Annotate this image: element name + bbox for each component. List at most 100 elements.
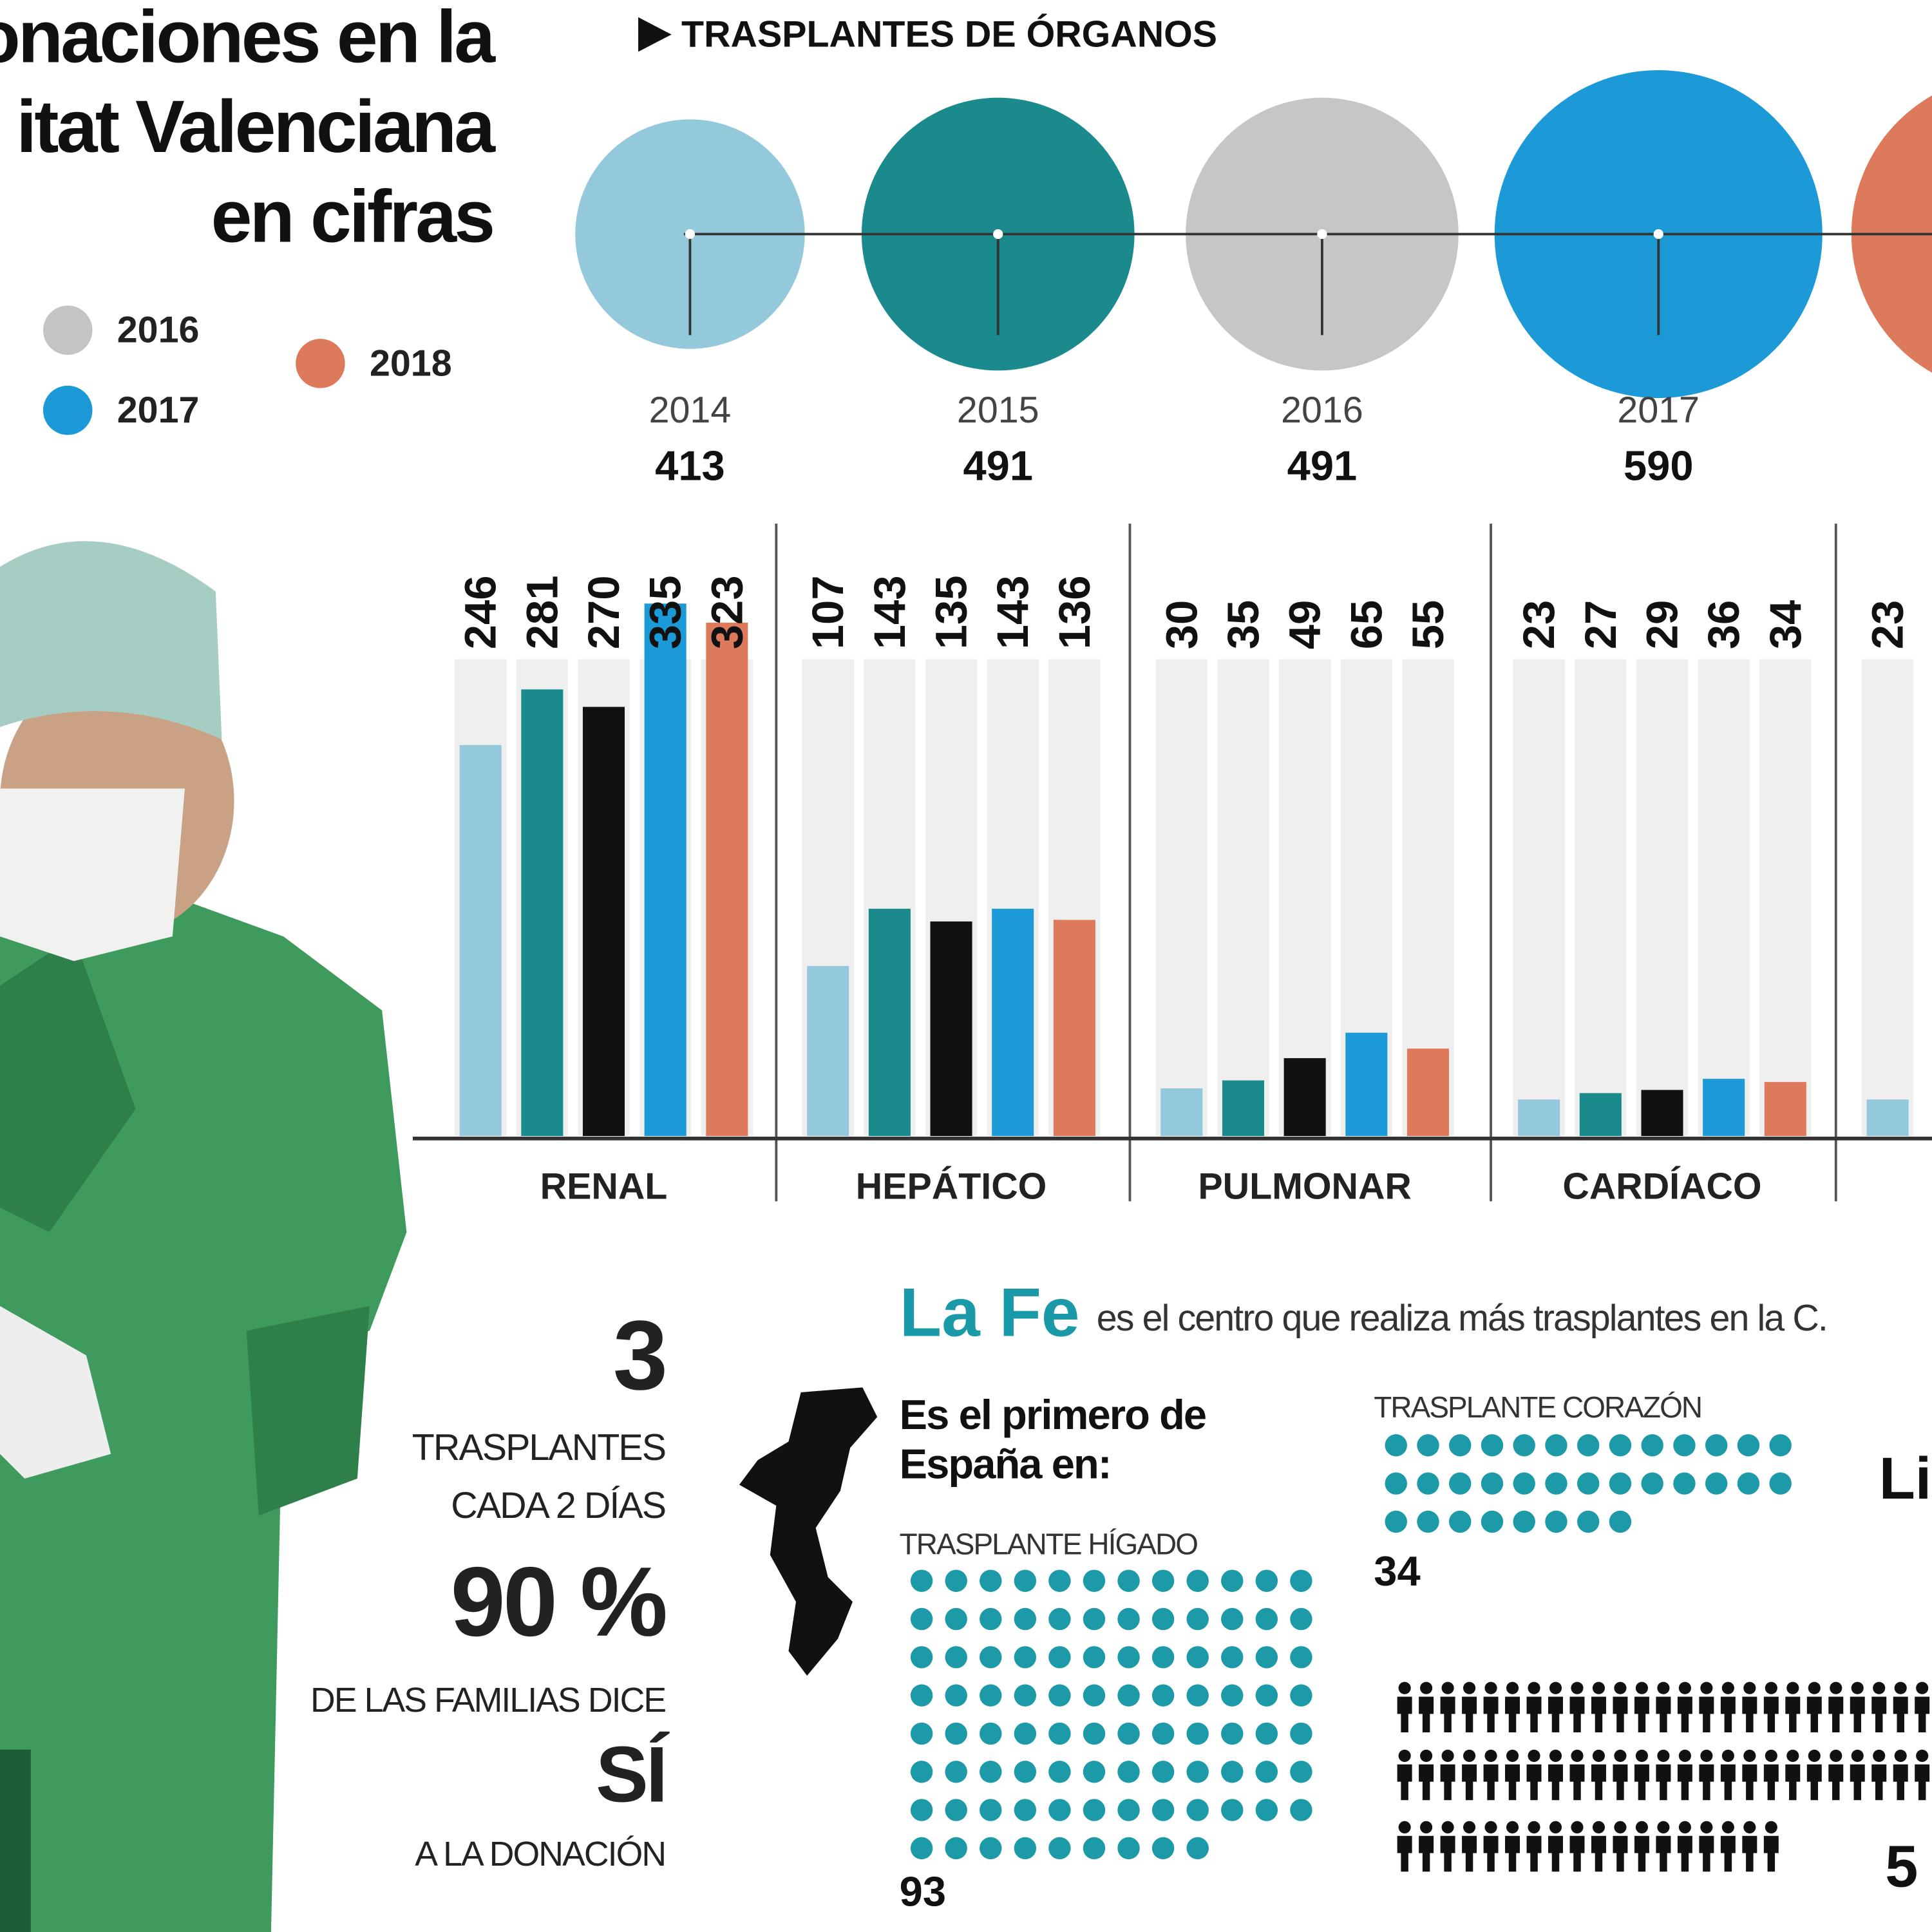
count-dot bbox=[1151, 1569, 1175, 1592]
count-dot bbox=[945, 1569, 967, 1592]
person-body bbox=[1634, 1835, 1649, 1872]
bar-value-label: 143 bbox=[988, 575, 1037, 649]
bar bbox=[1579, 1093, 1622, 1137]
count-dot bbox=[1609, 1510, 1632, 1533]
person-icon bbox=[1569, 1821, 1585, 1872]
count-dot bbox=[1737, 1472, 1760, 1495]
category-label: HEPÁTICO bbox=[856, 1166, 1046, 1207]
bar bbox=[1283, 1058, 1326, 1137]
count-dot bbox=[945, 1607, 967, 1631]
category-label: RENAL bbox=[540, 1166, 668, 1207]
person-icon bbox=[1548, 1821, 1563, 1872]
person-body bbox=[1785, 1696, 1801, 1733]
legend-label: 2016 bbox=[117, 310, 200, 351]
count-dot bbox=[1186, 1837, 1209, 1860]
bar-value-label: 34 bbox=[1761, 600, 1810, 650]
stat-text: CADA 2 DÍAS bbox=[451, 1485, 665, 1526]
person-head bbox=[1916, 1749, 1929, 1762]
cut-number: 5 bbox=[1885, 1834, 1918, 1900]
bar-background bbox=[1217, 659, 1269, 1137]
bar-value-label: 27 bbox=[1576, 600, 1625, 650]
subhead: Es el primero de bbox=[900, 1391, 1206, 1438]
count-dot bbox=[1083, 1684, 1106, 1707]
title-line: itat Valenciana bbox=[16, 86, 496, 168]
person-head bbox=[1484, 1681, 1497, 1694]
bar bbox=[992, 909, 1034, 1137]
count-dot bbox=[980, 1799, 1002, 1821]
person-body bbox=[1634, 1696, 1649, 1733]
category-label: CARDÍACO bbox=[1562, 1166, 1761, 1207]
bar bbox=[868, 909, 911, 1137]
count-dot bbox=[1255, 1684, 1278, 1707]
count-dot bbox=[1083, 1722, 1106, 1745]
center-dot bbox=[993, 229, 1003, 240]
surgeon-photo bbox=[0, 541, 407, 1932]
person-head bbox=[1808, 1681, 1821, 1694]
count-dot bbox=[980, 1761, 1002, 1783]
person-head bbox=[1506, 1821, 1519, 1833]
legend-swatch bbox=[43, 305, 93, 355]
person-body bbox=[1871, 1764, 1887, 1801]
count-dot bbox=[1385, 1434, 1407, 1457]
bar-background bbox=[1575, 659, 1627, 1137]
count-dot bbox=[1221, 1607, 1244, 1631]
count-dot bbox=[980, 1722, 1002, 1745]
count-dot bbox=[1221, 1646, 1244, 1669]
legend-swatch bbox=[296, 339, 345, 388]
count-dot bbox=[1083, 1607, 1106, 1631]
person-icon bbox=[1548, 1681, 1563, 1733]
person-icon bbox=[1419, 1681, 1434, 1733]
count-dot bbox=[1048, 1837, 1071, 1860]
count-dot bbox=[1481, 1434, 1504, 1457]
count-dot bbox=[1513, 1434, 1535, 1457]
count-dot bbox=[980, 1646, 1002, 1669]
bar-value-label: 35 bbox=[1218, 600, 1268, 650]
count-dot bbox=[1673, 1434, 1696, 1457]
person-head bbox=[1765, 1749, 1777, 1762]
person-head bbox=[1894, 1749, 1907, 1762]
bar-background bbox=[1155, 659, 1208, 1137]
person-icon bbox=[1634, 1749, 1649, 1801]
person-head bbox=[1635, 1681, 1648, 1694]
bar-value-label: 323 bbox=[702, 575, 752, 649]
stat-text: DE LAS FAMILIAS DICE bbox=[310, 1681, 665, 1719]
person-head bbox=[1657, 1821, 1670, 1833]
count-dot bbox=[1545, 1472, 1567, 1495]
count-dot bbox=[1705, 1472, 1728, 1495]
count-dot bbox=[1577, 1510, 1600, 1533]
count-dot bbox=[1151, 1684, 1175, 1707]
legend-label: 2018 bbox=[370, 343, 452, 384]
count-dot bbox=[1117, 1722, 1140, 1745]
person-head bbox=[1657, 1681, 1670, 1694]
count-dot bbox=[1186, 1799, 1209, 1821]
person-icon bbox=[1397, 1749, 1412, 1801]
person-icon bbox=[1699, 1821, 1714, 1872]
person-body bbox=[1483, 1696, 1499, 1733]
person-head bbox=[1420, 1821, 1433, 1833]
count-dot bbox=[1255, 1761, 1278, 1783]
person-head bbox=[1721, 1749, 1734, 1762]
count-dot bbox=[1151, 1761, 1175, 1783]
count-dot bbox=[1577, 1434, 1600, 1457]
subhead: España en: bbox=[900, 1440, 1111, 1487]
person-body bbox=[1419, 1764, 1434, 1801]
person-head bbox=[1571, 1749, 1584, 1762]
person-body bbox=[1397, 1835, 1412, 1872]
count-dot bbox=[1083, 1761, 1106, 1783]
legend-swatch bbox=[43, 385, 93, 435]
person-head bbox=[1851, 1681, 1864, 1694]
person-head bbox=[1420, 1749, 1433, 1762]
year-label: 2016 bbox=[1281, 390, 1363, 431]
count-dot bbox=[1221, 1569, 1244, 1592]
count-dot bbox=[1577, 1472, 1600, 1495]
legend-label: 2017 bbox=[117, 390, 200, 431]
bar bbox=[1222, 1080, 1265, 1137]
count-dot bbox=[1186, 1722, 1209, 1745]
count-dot bbox=[1737, 1434, 1760, 1457]
count-dot bbox=[1151, 1837, 1175, 1860]
count-dot bbox=[1417, 1472, 1439, 1495]
count-dot bbox=[1014, 1684, 1037, 1707]
category-label: PULMONAR bbox=[1198, 1166, 1411, 1207]
count-dot bbox=[1221, 1722, 1244, 1745]
person-head bbox=[1657, 1749, 1670, 1762]
